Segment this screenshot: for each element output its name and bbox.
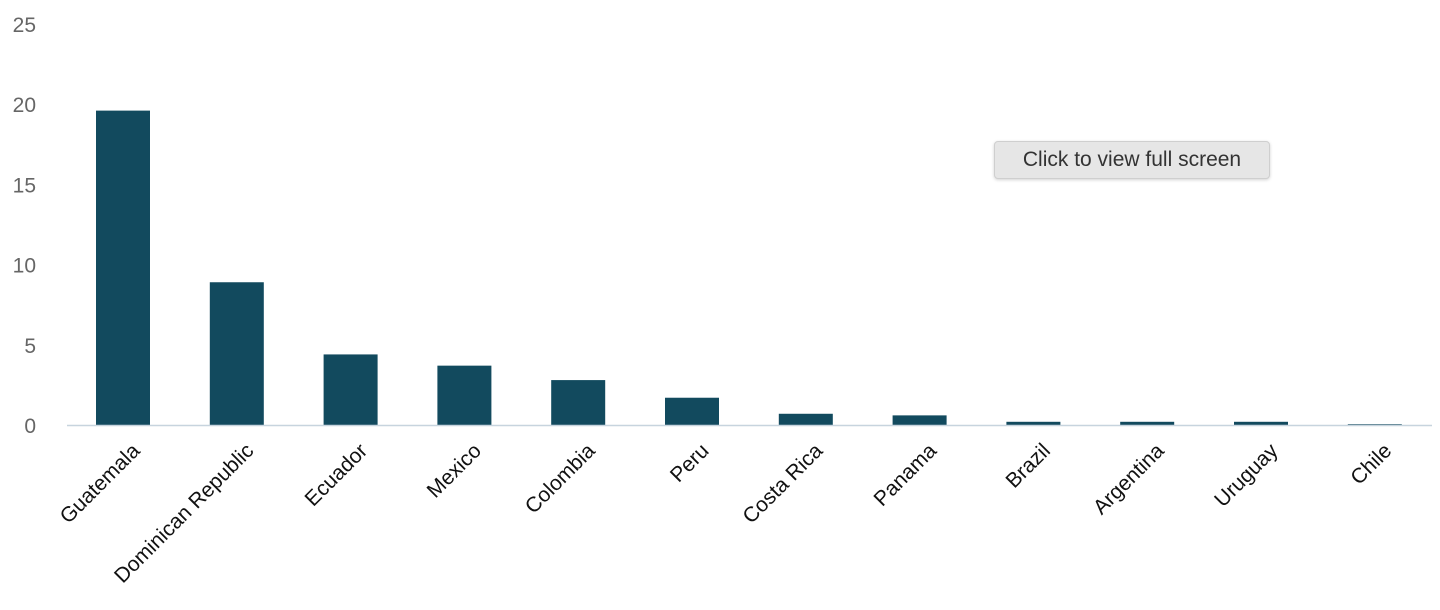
x-tick-label: Mexico — [423, 439, 486, 502]
y-tick-label: 10 — [13, 255, 36, 278]
view-full-screen-button[interactable]: Click to view full screen — [994, 141, 1270, 179]
bar[interactable] — [96, 110, 150, 425]
x-tick-label: Argentina — [1089, 439, 1169, 519]
y-axis-ticks: 0 5 10 15 20 25 — [13, 14, 36, 438]
x-tick-label: Guatemala — [56, 439, 145, 528]
bar[interactable] — [1006, 421, 1061, 425]
y-tick-label: 20 — [13, 94, 36, 117]
bar[interactable] — [1234, 421, 1288, 425]
x-tick-label: Panama — [870, 439, 942, 511]
y-tick-label: 25 — [13, 14, 36, 37]
bar[interactable] — [323, 354, 378, 425]
bar[interactable] — [892, 415, 947, 425]
y-tick-label: 15 — [13, 174, 36, 197]
bar[interactable] — [209, 282, 264, 425]
x-tick-label: Brazil — [1002, 439, 1055, 492]
x-tick-label: Costa Rica — [738, 439, 827, 528]
x-tick-label: Colombia — [521, 439, 600, 518]
x-tick-label: Chile — [1346, 439, 1396, 489]
bar[interactable] — [778, 413, 833, 425]
bar[interactable] — [665, 397, 719, 425]
bar[interactable] — [437, 365, 492, 425]
x-tick-label: Ecuador — [301, 439, 373, 511]
bars — [96, 110, 1402, 425]
bar[interactable] — [1120, 421, 1175, 425]
bar[interactable] — [551, 380, 606, 425]
y-tick-label: 0 — [24, 415, 36, 438]
x-tick-label: Uruguay — [1210, 439, 1283, 512]
bar[interactable] — [1347, 424, 1402, 425]
x-tick-label: Peru — [666, 439, 714, 487]
y-tick-label: 5 — [24, 335, 36, 358]
